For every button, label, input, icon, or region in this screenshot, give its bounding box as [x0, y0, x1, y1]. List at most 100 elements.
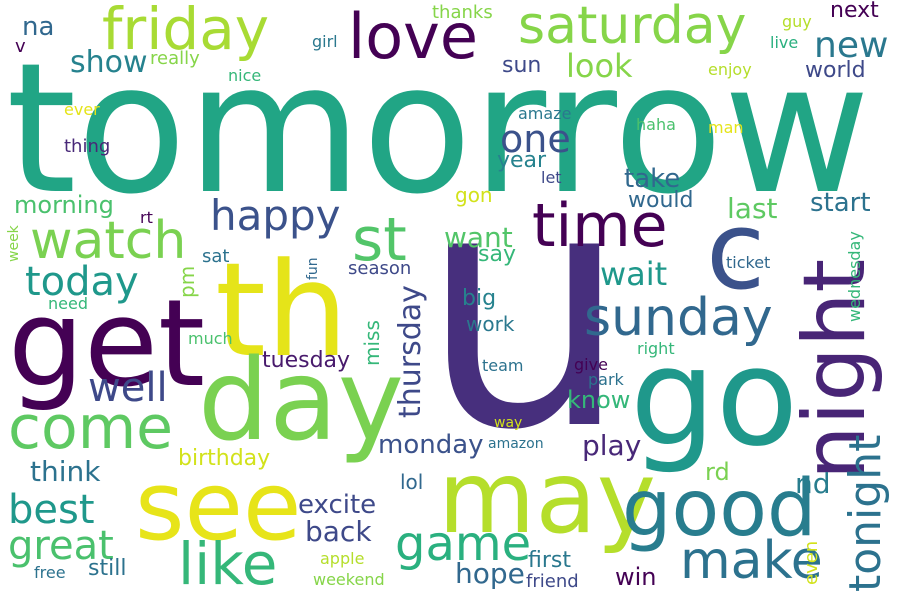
word-park: park: [588, 370, 624, 389]
word-man: man: [708, 118, 744, 137]
word-thanks: thanks: [432, 2, 493, 23]
word-take: take: [624, 164, 681, 194]
word-weekend: weekend: [313, 570, 385, 589]
word-world: world: [805, 58, 866, 83]
word-much: much: [188, 329, 233, 348]
word-v: v: [15, 36, 26, 57]
word-game: game: [395, 516, 532, 572]
word-miss: miss: [360, 320, 384, 366]
word-say: say: [478, 242, 516, 267]
word-guy: guy: [782, 12, 812, 31]
word-wait: wait: [600, 255, 668, 293]
word-friend: friend: [526, 571, 579, 592]
word-make: make: [680, 531, 823, 591]
word-may: may: [438, 439, 656, 556]
word-next: next: [830, 0, 879, 23]
word-come: come: [8, 393, 174, 463]
word-well: well: [88, 365, 168, 411]
word-haha: haha: [636, 115, 676, 134]
word-see: see: [135, 452, 302, 562]
word-hope: hope: [455, 557, 525, 590]
word-thing: thing: [64, 136, 111, 157]
word-girl: girl: [312, 32, 338, 51]
word-really: really: [150, 48, 200, 69]
word-na: na: [22, 12, 55, 42]
word-way: way: [494, 415, 523, 431]
word-rt: rt: [140, 208, 153, 227]
word-wednesday: wednesday: [845, 231, 864, 322]
word-let: let: [541, 168, 562, 187]
word-win: win: [615, 563, 657, 591]
word-back: back: [305, 515, 372, 548]
word-friday: friday: [102, 0, 270, 63]
word-rd: rd: [705, 458, 730, 486]
word-enjoy: enjoy: [708, 60, 752, 79]
word-birthday: birthday: [178, 446, 271, 471]
word-think: think: [30, 455, 101, 488]
word-work: work: [466, 312, 515, 336]
word-good: good: [622, 464, 817, 554]
word-free: free: [34, 563, 66, 582]
word-play: play: [582, 429, 642, 462]
word-new: new: [814, 25, 889, 66]
word-pm: pm: [175, 265, 199, 298]
word-tonight: tonight: [840, 434, 891, 592]
word-th: th: [215, 234, 349, 386]
word-still: still: [88, 556, 127, 581]
word-look: look: [566, 47, 633, 85]
word-apple: apple: [320, 549, 365, 568]
word-want: want: [444, 221, 513, 254]
word-morning: morning: [14, 191, 114, 219]
word-go: go: [630, 319, 799, 476]
word-last: last: [727, 192, 778, 225]
word-thursday: thursday: [393, 285, 428, 418]
word-fun: fun: [305, 257, 321, 280]
word-get: get: [8, 275, 206, 414]
word-like: like: [178, 530, 278, 598]
word-today: today: [25, 259, 139, 305]
word-saturday: saturday: [518, 0, 747, 56]
word-live: live: [770, 33, 799, 52]
word-tomorrow: tomorrow: [6, 25, 871, 234]
word-ticket: ticket: [726, 253, 771, 272]
word-gon: gon: [455, 183, 493, 207]
word-one: one: [500, 117, 571, 161]
word-amaze: amaze: [518, 104, 572, 123]
word-great: great: [8, 523, 114, 569]
word-start: start: [810, 188, 871, 218]
word-need: need: [48, 294, 88, 313]
word-watch: watch: [30, 211, 187, 271]
word-would: would: [628, 188, 694, 213]
word-show: show: [70, 45, 148, 80]
word-know: know: [567, 386, 631, 414]
word-sunday: sunday: [584, 288, 773, 348]
word-sun: sun: [502, 53, 542, 78]
word-time: time: [532, 191, 668, 261]
word-big: big: [462, 286, 497, 311]
word-happy: happy: [210, 191, 341, 240]
word-tuesday: tuesday: [262, 348, 351, 373]
word-ever: ever: [64, 100, 100, 119]
word-year: year: [497, 148, 547, 173]
word-nice: nice: [228, 66, 262, 85]
word-first: first: [528, 548, 571, 573]
word-right: right: [637, 339, 675, 358]
word-season: season: [348, 258, 412, 279]
word-best: best: [8, 487, 95, 533]
word-monday: monday: [378, 430, 484, 460]
word-week: week: [6, 225, 22, 262]
word-excite: excite: [298, 490, 377, 520]
word-u: u: [420, 118, 630, 502]
word-love: love: [348, 0, 478, 73]
word-sat: sat: [202, 246, 230, 267]
word-give: give: [574, 355, 608, 374]
word-lol: lol: [400, 470, 424, 494]
word-even: even: [801, 540, 822, 585]
word-amazon: amazon: [488, 436, 544, 452]
word-st: st: [352, 205, 407, 275]
word-team: team: [482, 356, 524, 375]
word-nd: nd: [795, 467, 831, 500]
word-day: day: [198, 336, 405, 466]
word-c: c: [706, 189, 766, 314]
